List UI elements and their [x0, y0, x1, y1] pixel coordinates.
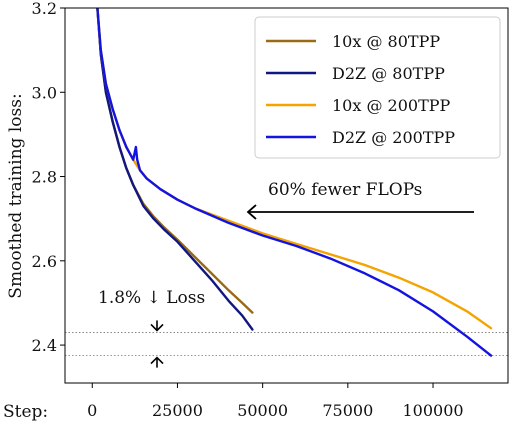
y-tick-label: 2.4: [32, 336, 57, 355]
flops-arrow-head: [246, 204, 257, 220]
x-tick-label: 50000: [237, 401, 288, 420]
series-line-3: [96, 8, 493, 357]
legend-label-1: D2Z @ 80TPP: [332, 64, 445, 83]
legend: 10x @ 80TPP D2Z @ 80TPP 10x @ 200TPP D2Z @ …: [254, 16, 501, 159]
x-tick-label: 0: [87, 401, 97, 420]
series-line-0: [96, 8, 254, 314]
legend-box: [254, 16, 501, 159]
y-tick-label: 3.0: [32, 83, 57, 102]
legend-label-0: 10x @ 80TPP: [332, 32, 440, 51]
loss-annotation: 1.8% ↓ Loss: [98, 288, 205, 308]
legend-label-3: D2Z @ 200TPP: [332, 128, 455, 147]
flops-annotation: 60% fewer FLOPs: [268, 180, 422, 200]
series-line-1: [96, 8, 254, 331]
legend-label-2: 10x @ 200TPP: [332, 96, 451, 115]
x-tick-label: 25000: [152, 401, 203, 420]
x-tick-label: 100000: [402, 401, 463, 420]
plot-frame: [64, 7, 509, 384]
loss-arrow-bottom-head: [150, 356, 164, 365]
x-axis-label: Step:: [3, 402, 48, 422]
y-tick-label: 2.8: [32, 168, 57, 187]
y-tick-label: 2.6: [32, 252, 57, 271]
y-tick-label: 3.2: [32, 0, 57, 18]
loss-arrow-top-head: [150, 323, 164, 332]
y-axis-label: Smoothed training loss:: [6, 93, 26, 298]
x-tick-label: 75000: [322, 401, 373, 420]
